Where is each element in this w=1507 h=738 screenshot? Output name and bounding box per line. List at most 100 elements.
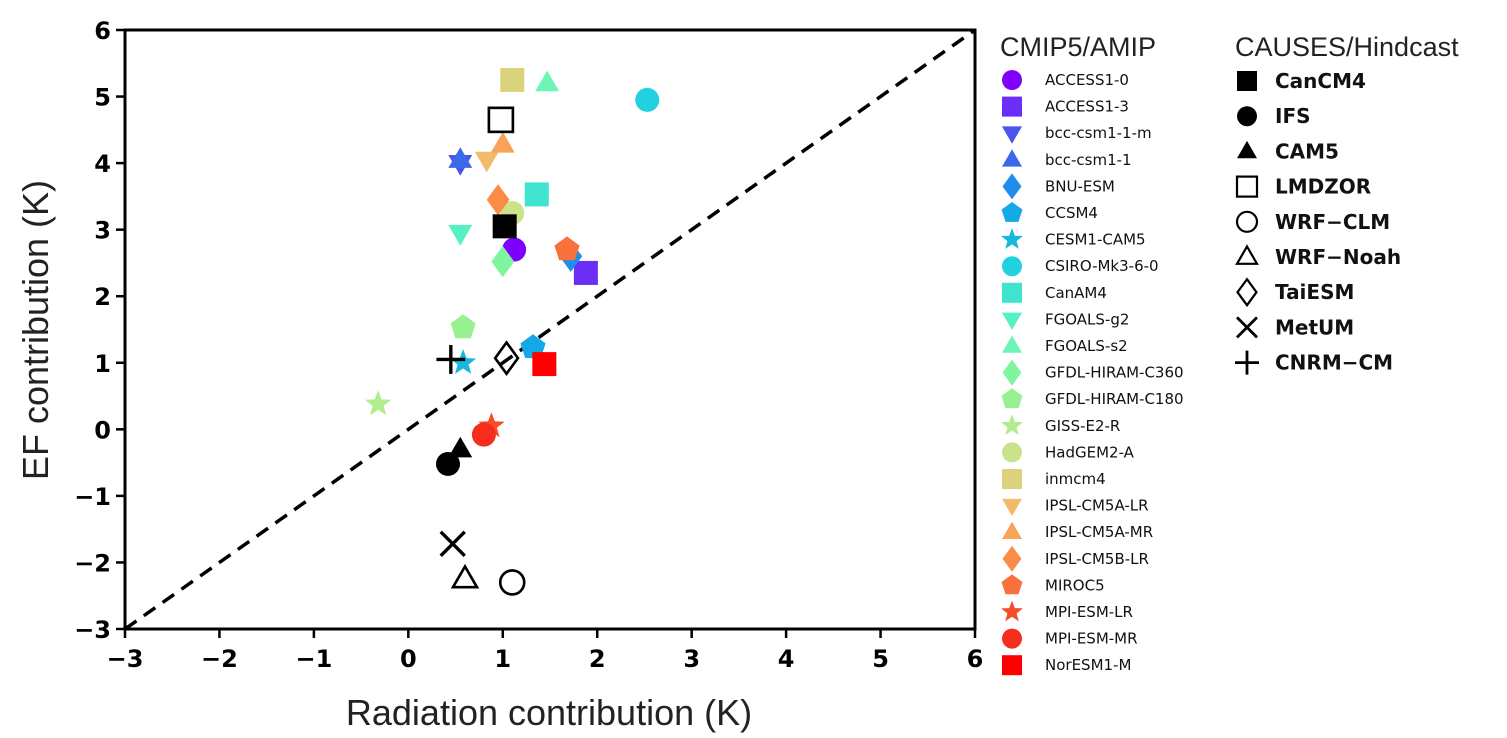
legend-label: MIROC5: [1045, 576, 1105, 594]
legend-marker-bcc-csm1-1-m: [1002, 126, 1022, 144]
data-point-wrf-clm: [498, 569, 526, 596]
data-point-cam5: [448, 436, 473, 458]
legend-marker-giss-e2-r: [1001, 414, 1023, 436]
legend-cmip5-amip: CMIP5/AMIP ACCESS1-0 ACCESS1-3 bcc-csm1-1-m…: [1000, 32, 1184, 676]
legend-label: inmcm4: [1045, 470, 1106, 488]
legend-marker-cnrm-cm: [1235, 350, 1259, 375]
legend-marker-lmdzor: [1235, 175, 1259, 198]
legend-label: CNRM−CM: [1275, 351, 1393, 375]
x-tick-label: 5: [872, 645, 889, 673]
data-point-giss-e2-r: [365, 390, 392, 416]
y-tick-label: −2: [74, 549, 111, 577]
y-tick-label: 3: [94, 217, 111, 245]
legend-label: CCSM4: [1045, 204, 1098, 222]
y-tick-label: 4: [94, 150, 111, 178]
legend-title: CAUSES/Hindcast: [1235, 32, 1459, 62]
legend-label: bcc-csm1-1-m: [1045, 124, 1152, 142]
y-tick-label: −1: [74, 483, 111, 511]
y-tick-label: −3: [74, 616, 111, 644]
data-point-metum: [439, 530, 466, 557]
legend-marker-cancm4: [1237, 71, 1257, 91]
data-point-canam4: [524, 182, 549, 207]
legend-marker-fgoals-g2: [1002, 312, 1022, 330]
legend-marker-access1-0: [1002, 70, 1022, 90]
legend-label: CanCM4: [1275, 69, 1366, 93]
legend-marker-gfdl-hiram-c180: [1001, 388, 1023, 409]
legend-marker-ccsm4: [1001, 202, 1023, 222]
x-axis: −3 −2 −1 0 1 2 3 4 5 6: [107, 629, 984, 673]
legend-marker-mpi-esm-mr: [1002, 628, 1022, 649]
x-tick-label: 0: [400, 645, 417, 673]
data-point-ifs: [436, 451, 460, 476]
plot-frame: [123, 28, 977, 631]
data-point-fgoals-g2: [448, 224, 473, 246]
legend-label: IFS: [1275, 104, 1311, 128]
legend-label: FGOALS-s2: [1045, 337, 1128, 355]
data-point-access1-3: [573, 260, 598, 285]
legend-label: WRF−CLM: [1275, 210, 1390, 234]
data-point-ipsl-cm5a-mr: [490, 131, 515, 153]
legend-label: IPSL-CM5A-MR: [1045, 523, 1153, 541]
legend-label: GFDL-HIRAM-C180: [1045, 390, 1184, 408]
legend-label: GISS-E2-R: [1045, 417, 1120, 435]
y-tick-label: 1: [94, 350, 111, 378]
legend-label: IPSL-CM5B-LR: [1045, 550, 1149, 568]
data-point-noresm1-m: [532, 352, 557, 377]
legend-marker-cesm1-cam5: [1001, 228, 1023, 249]
data-point-cancm4: [492, 214, 517, 239]
legend-marker-bnu-esm: [1002, 173, 1022, 200]
legend-marker-bcc-csm1-1: [1002, 149, 1022, 167]
data-point-wrf-noah: [450, 563, 480, 589]
x-tick-label: −2: [201, 645, 238, 673]
x-axis-title: Radiation contribution (K): [346, 692, 752, 733]
x-tick-label: 6: [967, 645, 984, 673]
data-point-fgoals-s2: [535, 70, 560, 92]
y-axis: −3 −2 −1 0 1 2 3 4 5 6: [74, 17, 125, 644]
reference-line-1to1: [123, 28, 977, 631]
legend-marker-canam4: [1002, 282, 1022, 303]
data-point-lmdzor: [487, 106, 515, 134]
x-tick-label: 4: [778, 645, 795, 673]
y-tick-label: 2: [94, 283, 111, 311]
legend-marker-miroc5: [1001, 574, 1023, 595]
legend-label: ACCESS1-0: [1045, 71, 1129, 89]
plot-area: [123, 28, 977, 631]
data-point-gfdl-hiram-c360: [491, 246, 515, 278]
legend-marker-wrf-noah: [1235, 244, 1259, 265]
legend-label: HadGEM2-A: [1045, 443, 1135, 461]
data-point-cnrm-cm: [436, 345, 466, 374]
legend-label: MetUM: [1275, 315, 1354, 339]
legend-label: MPI-ESM-MR: [1045, 630, 1138, 648]
legend-causes-hindcast: CAUSES/Hindcast CanCM4 IFS CAM5 LMDZOR WRF−CL…: [1235, 32, 1459, 375]
x-tick-label: 2: [589, 645, 606, 673]
legend-marker-ipsl-cm5a-lr: [1002, 498, 1022, 517]
legend-label: bcc-csm1-1: [1045, 151, 1132, 169]
data-point-cesm1-cam5: [450, 349, 477, 374]
legend-marker-fgoals-s2: [1002, 335, 1022, 353]
legend-marker-inmcm4: [1002, 469, 1022, 489]
y-tick-label: 5: [94, 84, 111, 112]
legend-marker-hadgem2-a: [1002, 442, 1022, 463]
legend-marker-cam5: [1237, 140, 1257, 159]
legend-label: CanAM4: [1045, 284, 1107, 302]
data-point-mpi-esm-mr: [471, 422, 496, 447]
data-point-gfdl-hiram-c180: [450, 314, 476, 339]
legend-marker-noresm1-m: [1002, 655, 1022, 676]
legend-marker-ipsl-cm5b-lr: [1002, 545, 1022, 572]
legend-label: FGOALS-g2: [1045, 310, 1129, 328]
x-tick-label: −3: [107, 645, 144, 673]
legend-marker-taiesm: [1236, 277, 1258, 308]
y-axis-title: EF contribution (K): [15, 180, 56, 480]
data-point-miroc5: [554, 236, 580, 261]
legend-label: CSIRO-Mk3-6-0: [1045, 257, 1159, 275]
y-tick-label: 0: [94, 416, 111, 444]
data-point-ipsl-cm5a-lr: [474, 151, 499, 173]
legend-label: NorESM1-M: [1045, 656, 1131, 674]
x-tick-label: −1: [295, 645, 332, 673]
x-tick-label: 3: [683, 645, 700, 673]
legend-marker-mpi-esm-lr: [1001, 600, 1023, 622]
data-point-inmcm4: [500, 67, 525, 92]
legend-label: TaiESM: [1275, 280, 1354, 304]
legend-marker-ifs: [1237, 106, 1257, 127]
